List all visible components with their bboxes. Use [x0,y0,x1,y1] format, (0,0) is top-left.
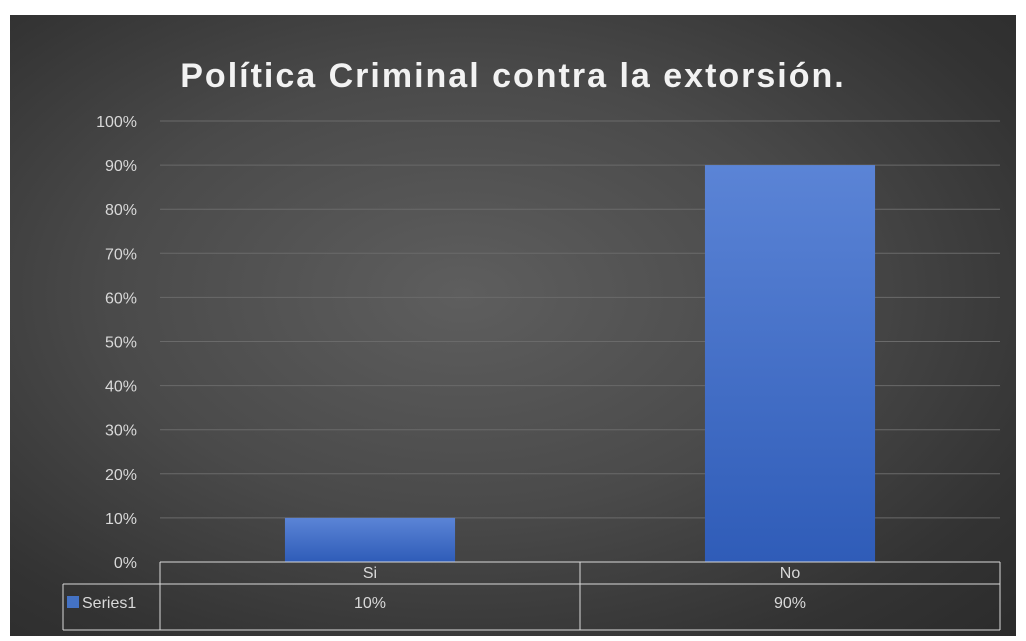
legend-series-name: Series1 [82,595,136,612]
chart-title: Política Criminal contra la extorsión. [180,57,846,95]
y-tick-label: 70% [105,246,137,263]
data-table-value: 90% [774,595,806,612]
bar-chart: Política Criminal contra la extorsión. 0… [62,57,1001,631]
category-label: No [780,565,801,582]
data-table-value: 10% [354,595,386,612]
category-label: Si [363,565,377,582]
gridlines [160,120,1000,519]
bar-no [704,165,876,562]
y-axis-tick-labels: 0% 10% 20% 30% 40% 50% 60% 70% 80% 90% 100% [96,114,137,572]
y-tick-label: 20% [105,467,137,484]
y-tick-label: 80% [105,202,137,219]
y-tick-label: 90% [105,158,137,175]
bars [284,165,876,562]
y-tick-label: 100% [96,114,137,131]
chart-container: Política Criminal contra la extorsión. 0… [10,15,1016,636]
y-tick-label: 40% [105,379,137,396]
data-table: Si 10% No 90% Series1 [62,561,1001,631]
y-tick-label: 30% [105,423,137,440]
y-tick-label: 0% [114,555,137,572]
y-tick-label: 60% [105,290,137,307]
y-tick-label: 50% [105,335,137,352]
bar-si [284,517,456,562]
legend-swatch [67,596,79,608]
y-tick-label: 10% [105,511,137,528]
